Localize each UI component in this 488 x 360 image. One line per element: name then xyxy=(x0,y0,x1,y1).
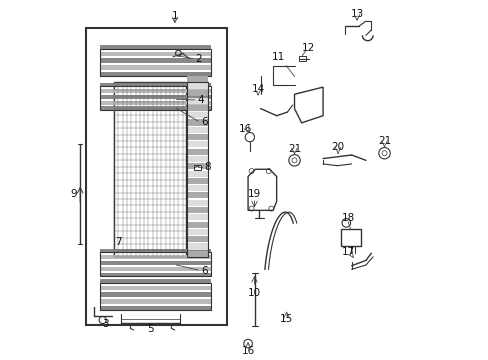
Bar xyxy=(100,83,210,87)
Bar xyxy=(100,267,210,271)
Bar xyxy=(187,82,207,257)
Bar xyxy=(187,192,207,198)
Text: 13: 13 xyxy=(350,9,363,19)
Text: 1: 1 xyxy=(171,11,178,21)
Bar xyxy=(187,214,207,220)
Text: 6: 6 xyxy=(201,266,207,276)
Bar xyxy=(85,28,226,325)
Bar xyxy=(100,249,210,253)
Bar xyxy=(187,127,207,133)
Text: 9: 9 xyxy=(70,189,77,199)
Bar xyxy=(187,243,207,249)
Bar xyxy=(340,229,360,246)
Bar xyxy=(100,107,210,111)
Bar xyxy=(187,185,207,191)
Bar xyxy=(187,141,207,147)
Text: 2: 2 xyxy=(195,54,202,64)
Bar xyxy=(100,65,210,70)
Text: 20: 20 xyxy=(331,142,344,152)
Bar xyxy=(100,49,210,76)
Bar xyxy=(187,149,207,155)
Bar xyxy=(100,273,210,276)
Text: 16: 16 xyxy=(239,124,252,134)
Bar xyxy=(187,236,207,242)
Text: 8: 8 xyxy=(204,162,211,172)
Bar xyxy=(187,229,207,235)
Bar xyxy=(100,279,210,284)
Text: 16: 16 xyxy=(241,346,254,356)
Bar xyxy=(100,100,210,104)
Bar xyxy=(100,252,210,276)
Bar xyxy=(100,72,210,76)
Bar xyxy=(187,171,207,176)
Bar xyxy=(100,95,210,99)
Text: 15: 15 xyxy=(280,314,293,324)
Bar xyxy=(187,163,207,169)
Bar xyxy=(187,105,207,111)
Text: 21: 21 xyxy=(378,136,391,146)
Text: 6: 6 xyxy=(201,117,207,127)
Text: 5: 5 xyxy=(147,324,154,334)
Bar xyxy=(187,120,207,126)
Bar xyxy=(100,261,210,265)
Text: 11: 11 xyxy=(271,52,285,62)
Text: 21: 21 xyxy=(287,144,301,154)
Bar xyxy=(100,255,210,259)
Text: 3: 3 xyxy=(102,319,108,329)
Bar xyxy=(100,45,210,50)
Bar xyxy=(187,112,207,118)
Text: 7: 7 xyxy=(115,237,122,247)
Bar xyxy=(187,156,207,162)
Bar xyxy=(114,82,185,257)
Bar xyxy=(100,299,210,304)
Bar xyxy=(187,83,207,89)
Bar xyxy=(187,200,207,206)
Text: 4: 4 xyxy=(197,95,203,105)
Text: 14: 14 xyxy=(251,84,264,94)
Bar xyxy=(100,86,210,111)
Bar xyxy=(100,292,210,297)
Bar xyxy=(187,134,207,140)
Bar xyxy=(100,283,210,310)
Bar xyxy=(194,165,201,170)
Bar xyxy=(187,207,207,213)
Text: 17: 17 xyxy=(341,247,354,257)
Bar xyxy=(187,221,207,228)
Text: 18: 18 xyxy=(341,213,354,223)
Bar xyxy=(187,76,207,82)
Bar xyxy=(187,90,207,96)
Bar xyxy=(187,98,207,104)
Bar xyxy=(100,285,210,290)
Bar xyxy=(100,58,210,63)
Text: 12: 12 xyxy=(302,43,315,53)
Bar xyxy=(100,89,210,93)
Bar xyxy=(100,306,210,310)
Bar xyxy=(187,251,207,257)
Bar xyxy=(299,56,305,61)
Bar xyxy=(187,178,207,184)
Bar xyxy=(100,52,210,56)
Text: 10: 10 xyxy=(247,288,261,297)
Text: 19: 19 xyxy=(247,189,261,199)
